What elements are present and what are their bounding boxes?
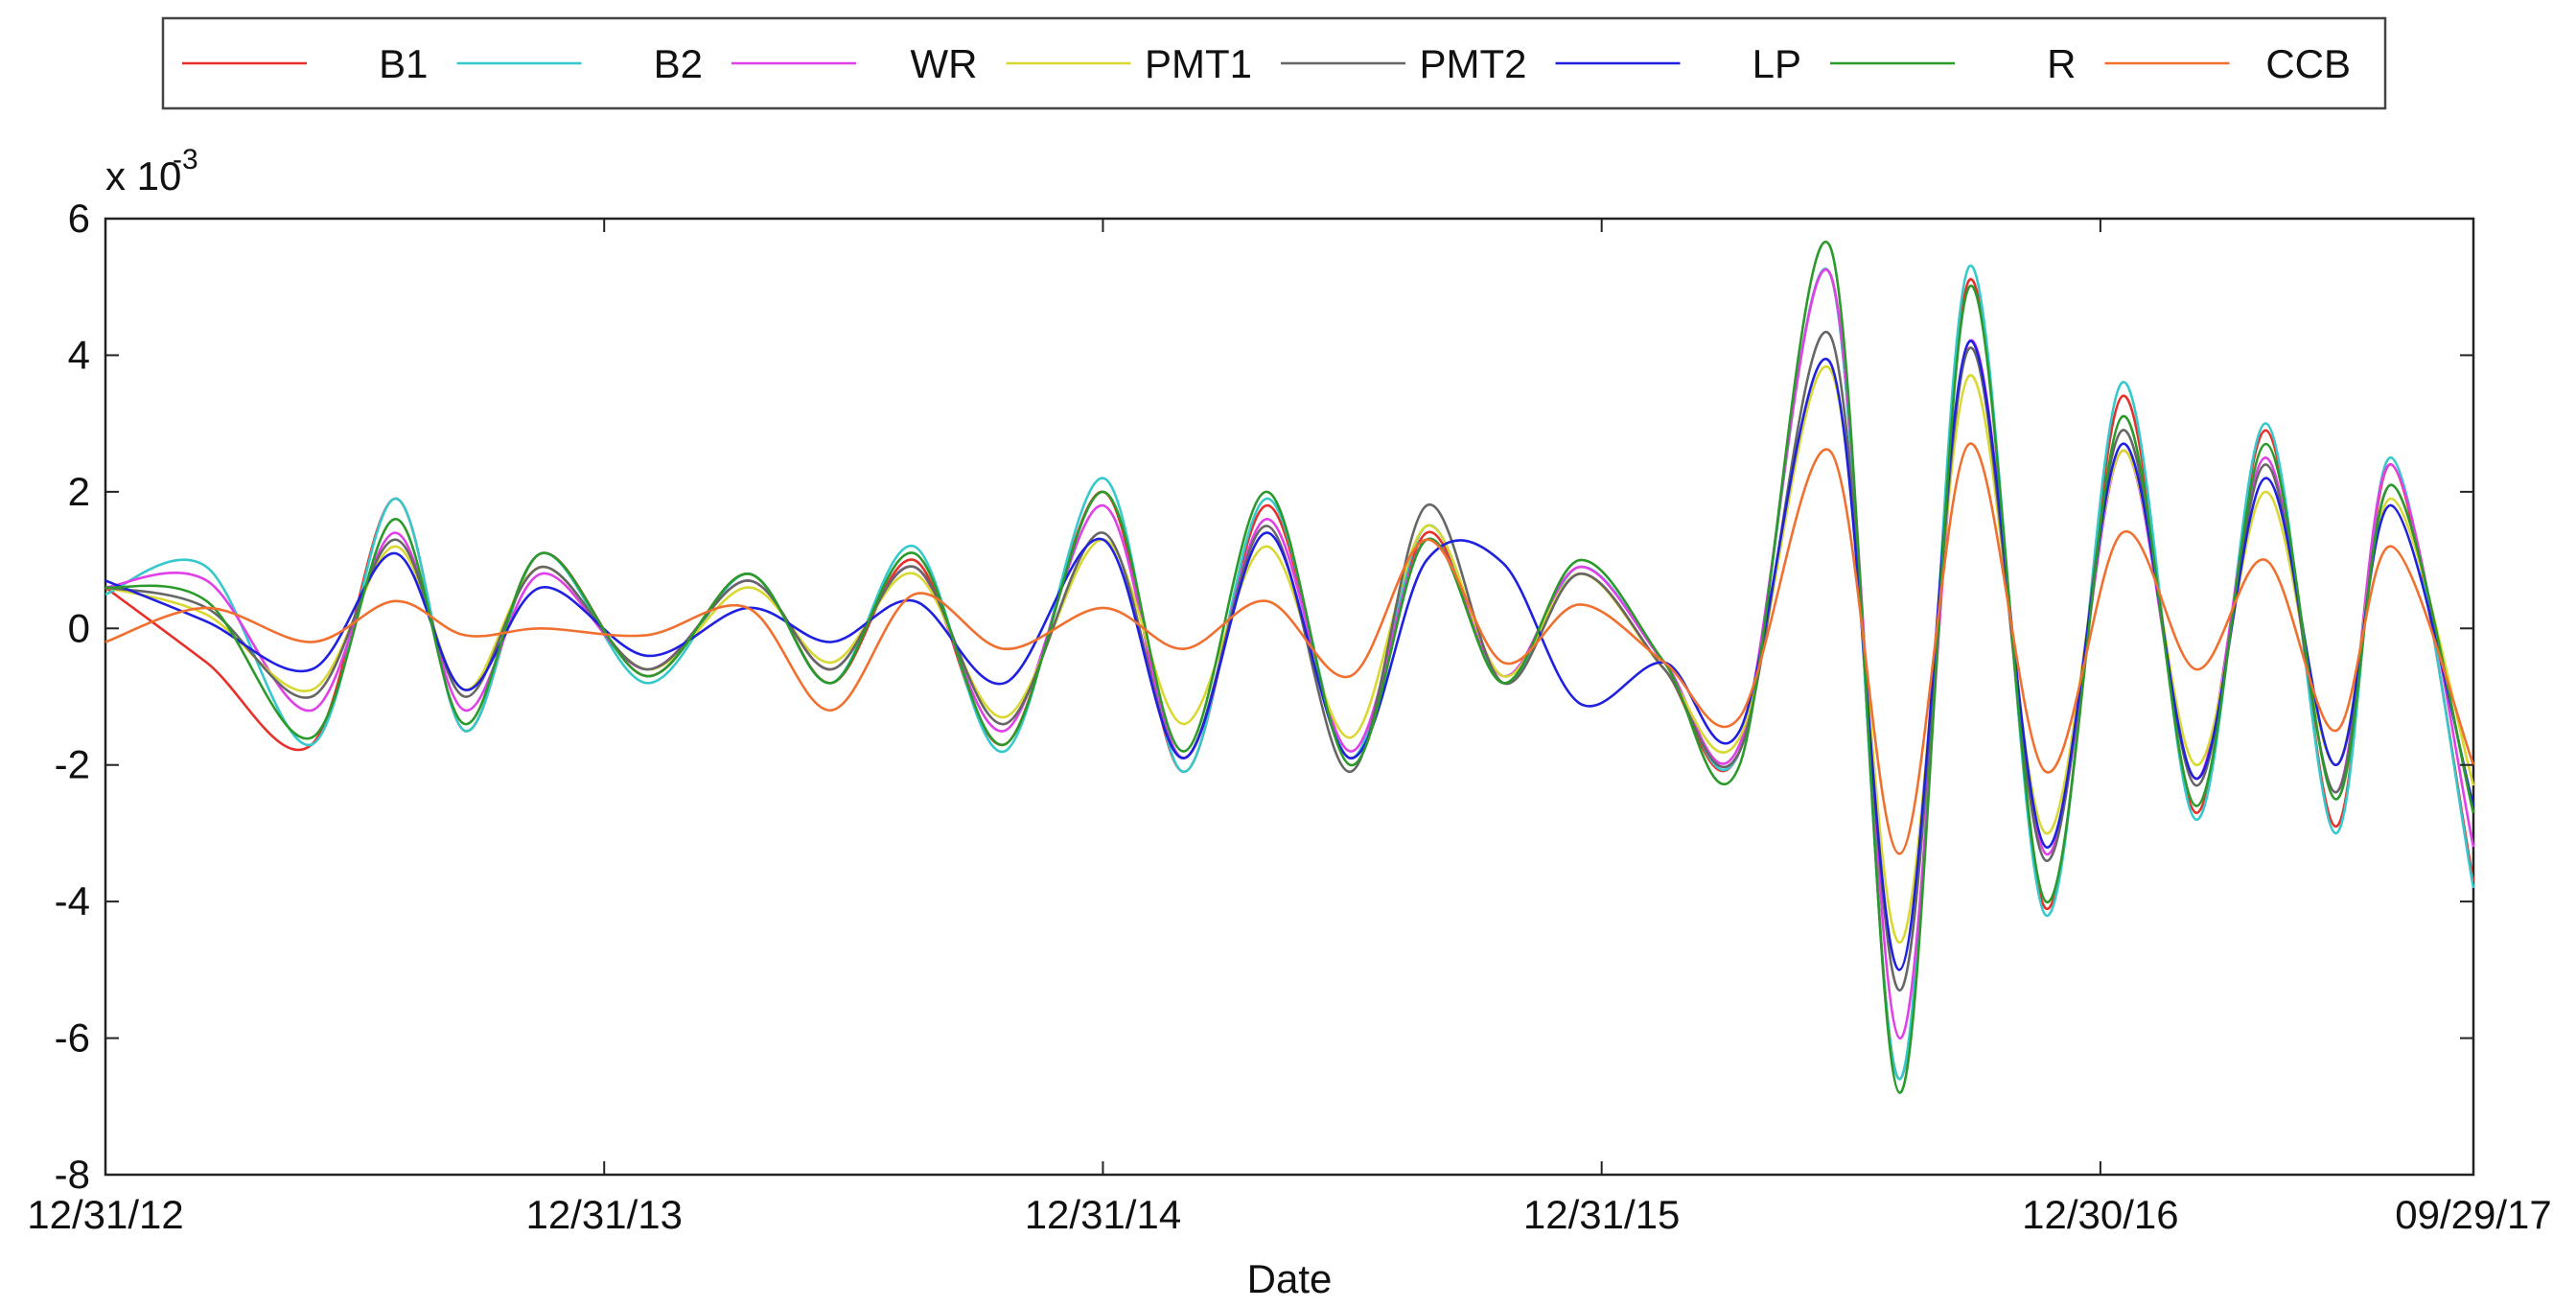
x-axis-label: Date	[1247, 1256, 1333, 1301]
y-tick-label: -2	[55, 742, 90, 787]
y-exponent-power: -3	[173, 144, 198, 175]
x-tick-label: 12/31/15	[1523, 1192, 1681, 1237]
series-line-ccb	[104, 442, 2475, 855]
legend-label-pmt1: PMT1	[1145, 41, 1252, 86]
y-tick-label: 6	[68, 196, 90, 241]
legend-label-pmt2: PMT2	[1419, 41, 1526, 86]
x-tick-label: 12/30/16	[2022, 1192, 2179, 1237]
y-tick-label: -4	[55, 878, 90, 923]
x-tick-label: 12/31/13	[525, 1192, 683, 1237]
legend-label-r: R	[2047, 41, 2076, 86]
plot-frame	[104, 217, 2475, 1177]
axis-ticks: -8 -6 -4 -2 0 2 4 6 12/31/12 12/31/13 12/31/14 12/3…	[27, 196, 2552, 1237]
y-tick-label: -6	[55, 1016, 90, 1061]
legend: B1 B2 WR PMT1 PMT2 LP R CCB	[161, 16, 2387, 110]
y-tick-label: 2	[68, 469, 90, 514]
legend-label-b2: B2	[654, 41, 703, 86]
legend-label-b1: B1	[379, 41, 428, 86]
y-exponent-base: x 10	[105, 153, 181, 199]
legend-label-ccb: CCB	[2265, 41, 2351, 86]
y-tick-label: 0	[68, 605, 90, 650]
series-line-lp	[104, 339, 2475, 971]
x-tick-label: 12/31/12	[27, 1192, 184, 1237]
x-tick-label: 09/29/17	[2395, 1192, 2552, 1237]
y-tick-label: -8	[55, 1152, 90, 1197]
plot-area: -8 -6 -4 -2 0 2 4 6 12/31/12 12/31/13 12/31/14 12/3…	[27, 196, 2552, 1237]
legend-label-wr: WR	[911, 41, 978, 86]
series-line-r	[104, 241, 2475, 1094]
legend-label-lp: LP	[1752, 41, 1801, 86]
series-layer	[104, 241, 2475, 1094]
x-tick-label: 12/31/14	[1025, 1192, 1182, 1237]
y-tick-label: 4	[68, 332, 90, 377]
